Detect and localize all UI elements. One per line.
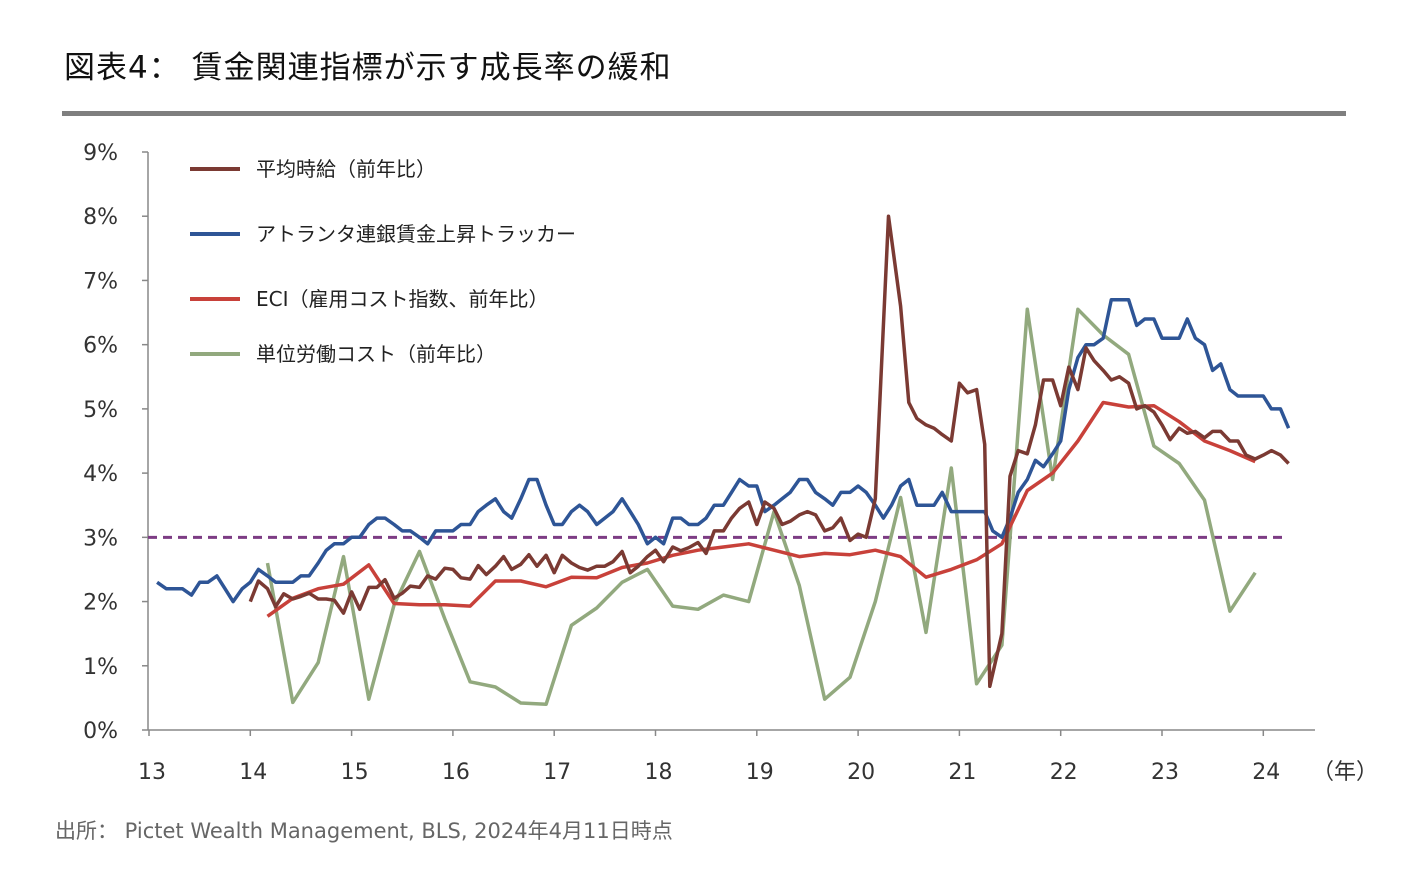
y-tick-label: 1% — [83, 655, 118, 680]
tick-labels: 0% 1% 2% 3% 4% 5% 6% 7% 8% 9% 13 14 15 16 17 18 19 20 21 22… — [83, 141, 1378, 785]
x-tick-label: 21 — [948, 760, 976, 785]
y-tick-label: 5% — [83, 398, 118, 423]
x-axis-label: （年） — [1312, 760, 1378, 785]
x-tick-label: 16 — [442, 760, 470, 785]
y-tick-label: 2% — [83, 591, 118, 616]
series-line-eci — [266, 400, 1256, 618]
x-tick-label: 14 — [239, 760, 267, 785]
title-rule — [62, 111, 1346, 116]
legend-label: 単位労働コスト（前年比） — [256, 342, 496, 366]
axes — [142, 151, 1315, 736]
y-tick-label: 0% — [83, 719, 118, 744]
x-tick-label: 18 — [645, 760, 673, 785]
x-tick-label: 17 — [543, 760, 571, 785]
x-tick-label: 20 — [847, 760, 875, 785]
y-tick-label: 8% — [83, 205, 118, 230]
source-note: 出所： Pictet Wealth Management, BLS, 2024年… — [55, 819, 673, 843]
legend: 平均時給（前年比） アトランタ連銀賃金上昇トラッカー ECI（雇用コスト指数、前年比… — [190, 157, 576, 366]
legend-label: 平均時給（前年比） — [256, 157, 436, 181]
y-tick-label: 6% — [83, 334, 118, 359]
series-line-ulc — [265, 307, 1257, 707]
y-tick-label: 9% — [83, 141, 118, 166]
legend-label: ECI（雇用コスト指数、前年比） — [256, 287, 549, 311]
x-tick-label: 13 — [138, 760, 166, 785]
y-tick-label: 4% — [83, 462, 118, 487]
y-tick-label: 3% — [83, 526, 118, 551]
legend-label: アトランタ連銀賃金上昇トラッカー — [256, 222, 576, 246]
x-tick-label: 19 — [746, 760, 774, 785]
x-tick-label: 15 — [341, 760, 369, 785]
series-line-avg-hourly — [248, 214, 1290, 689]
y-tick-label: 7% — [83, 269, 118, 294]
series-line-atlanta — [156, 297, 1291, 604]
x-tick-label: 22 — [1050, 760, 1078, 785]
x-tick-label: 23 — [1151, 760, 1179, 785]
series-lines — [156, 214, 1291, 707]
x-tick-label: 24 — [1252, 760, 1280, 785]
page-title: 図表4： 賃金関連指標が示す成長率の緩和 — [64, 50, 672, 86]
